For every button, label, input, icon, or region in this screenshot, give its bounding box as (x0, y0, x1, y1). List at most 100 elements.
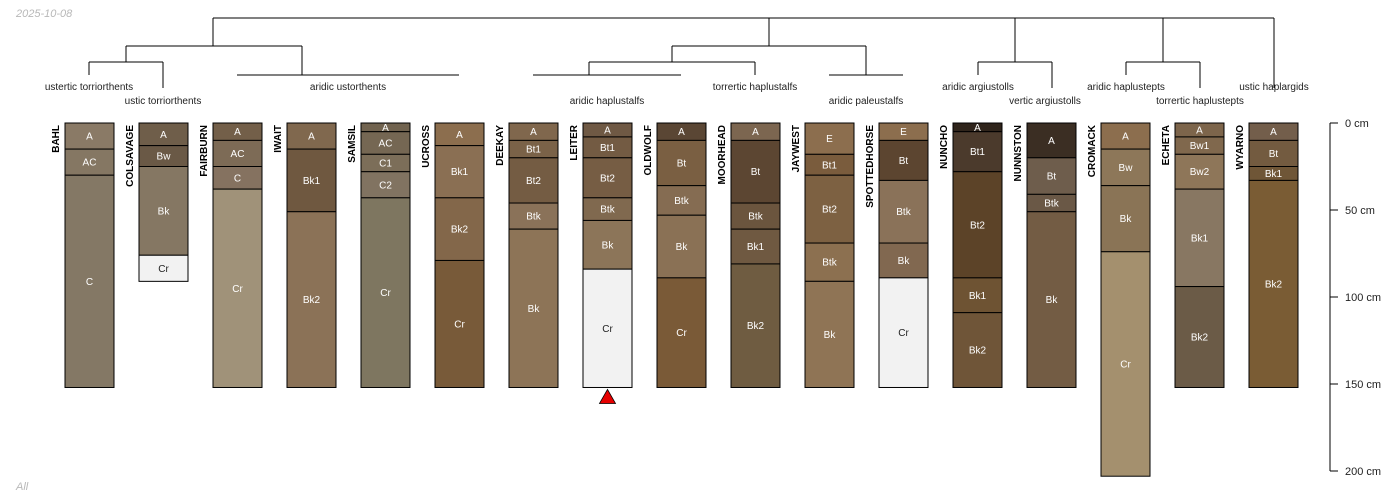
horizon-label-spottedhorse-e: E (900, 127, 907, 138)
horizon-label-leiter-bt2: Bt2 (600, 173, 615, 184)
horizon-deekay-btk (508, 202, 559, 230)
horizon-samsil-cr (360, 197, 411, 388)
horizon-label-echeta-a: A (1196, 125, 1203, 136)
horizon-label-ucross-bk1: Bk1 (451, 167, 469, 178)
taxon-label-aridic-ustorthents: aridic ustorthents (310, 82, 386, 93)
horizon-label-leiter-btk: Btk (600, 205, 615, 216)
profile-name-leiter: LEITER (569, 124, 580, 160)
profile-name-cromack: CROMACK (1087, 124, 1098, 177)
profile-ucross: A Bk1 Bk2 Cr UCROSS (421, 122, 485, 388)
horizon-label-iwait-a: A (308, 132, 315, 143)
horizon-fairburn-ac (212, 139, 263, 167)
horizon-label-jaywest-bt2: Bt2 (822, 205, 837, 216)
marker-layer (598, 388, 617, 404)
horizon-label-colsavage-bw: Bw (157, 152, 172, 163)
horizon-label-jaywest-btk: Btk (822, 258, 837, 269)
horizon-label-nuncho-bt1: Bt1 (970, 147, 985, 158)
horizon-nunnston-bt (1026, 157, 1077, 195)
horizon-label-nuncho-bt2: Bt2 (970, 220, 985, 231)
horizon-label-nunnston-bk: Bk (1046, 295, 1059, 306)
horizon-oldwolf-cr (656, 277, 707, 388)
profile-colsavage: A Bw Bk Cr COLSAVAGE (125, 122, 189, 282)
horizon-deekay-bt2 (508, 157, 559, 204)
profile-bahl: A AC C BAHL (51, 122, 115, 388)
taxon-label-aridic-argiustolls: aridic argiustolls (942, 82, 1014, 93)
horizon-label-bahl-a: A (86, 132, 93, 143)
horizon-nunnston-a (1026, 122, 1077, 159)
profile-name-nuncho: NUNCHO (939, 125, 950, 169)
horizon-label-moorhead-bt: Bt (751, 167, 761, 178)
horizon-label-deekay-bk: Bk (528, 304, 541, 315)
horizon-spottedhorse-cr (878, 277, 929, 388)
horizon-jaywest-bt2 (804, 174, 855, 244)
horizon-spottedhorse-bt (878, 139, 929, 181)
horizon-jaywest-bk (804, 280, 855, 388)
profile-name-wyarno: WYARNO (1235, 125, 1246, 170)
horizon-label-leiter-a: A (604, 125, 611, 136)
profile-name-echeta: ECHETA (1161, 125, 1172, 165)
horizon-label-cromack-bw: Bw (1119, 163, 1134, 174)
horizon-label-iwait-bk2: Bk2 (303, 295, 321, 306)
horizon-label-echeta-bw2: Bw2 (1190, 167, 1210, 178)
profile-cromack: A Bw Bk Cr CROMACK (1087, 122, 1151, 477)
footer-label: All (16, 481, 29, 493)
horizon-cromack-bw (1100, 148, 1151, 187)
horizon-label-nuncho-bk1: Bk1 (969, 291, 987, 302)
horizon-label-moorhead-a: A (752, 127, 759, 138)
horizon-label-deekay-bt1: Bt1 (526, 145, 541, 156)
horizon-label-samsil-c2: C2 (379, 180, 392, 191)
horizon-label-nuncho-a: A (974, 123, 981, 134)
dendrogram-branch-haplustepts (1125, 18, 1201, 88)
profile-oldwolf: A Bt Btk Bk Cr OLDWOLF (643, 122, 707, 388)
profile-name-bahl: BAHL (51, 125, 62, 153)
horizon-wyarno-bk2 (1248, 179, 1299, 388)
horizon-label-moorhead-btk: Btk (748, 212, 763, 223)
horizon-label-cromack-a: A (1122, 132, 1129, 143)
profile-spottedhorse: E Bt Btk Bk Cr SPOTTEDHORSE (865, 122, 929, 388)
horizon-cromack-a (1100, 122, 1151, 150)
depth-tick-label-100: 100 cm (1345, 292, 1381, 304)
horizon-jaywest-btk (804, 242, 855, 282)
horizon-label-samsil-ac: AC (379, 139, 393, 150)
profile-moorhead: A Bt Btk Bk1 Bk2 MOORHEAD (717, 122, 781, 388)
profile-name-jaywest: JAYWEST (791, 125, 802, 172)
horizon-samsil-c2 (360, 171, 411, 199)
horizon-label-wyarno-bk1: Bk1 (1265, 169, 1283, 180)
horizon-label-ucross-a: A (456, 130, 463, 141)
horizon-label-bahl-c: C (86, 277, 93, 288)
horizon-label-nunnston-a: A (1048, 136, 1055, 147)
horizon-deekay-bk (508, 228, 559, 388)
date-label: 2025-10-08 (16, 8, 73, 20)
horizon-label-fairburn-c: C (234, 173, 241, 184)
dendrogram-branch-middle (671, 45, 867, 75)
horizon-bahl-c (64, 174, 115, 388)
dendrogram-branch-argiustolls (977, 61, 1053, 88)
taxon-label-aridic-haplustalfs: aridic haplustalfs (570, 96, 644, 107)
taxon-label-vertic-argiustolls: vertic argiustolls (1009, 96, 1081, 107)
horizon-label-wyarno-bk2: Bk2 (1265, 279, 1283, 290)
horizon-leiter-bt2 (582, 157, 633, 199)
profile-nuncho: A Bt1 Bt2 Bk1 Bk2 NUNCHO (939, 122, 1003, 388)
horizon-label-nunnston-bt: Bt (1047, 172, 1057, 183)
profile-name-oldwolf: OLDWOLF (643, 125, 654, 176)
horizon-label-spottedhorse-cr: Cr (898, 328, 909, 339)
profile-echeta: A Bw1 Bw2 Bk1 Bk2 ECHETA (1161, 122, 1225, 388)
horizon-label-samsil-a: A (382, 123, 389, 134)
horizon-label-echeta-bk2: Bk2 (1191, 333, 1209, 344)
horizon-spottedhorse-bk (878, 242, 929, 279)
horizon-label-deekay-a: A (530, 127, 537, 138)
horizon-nunnston-bk (1026, 211, 1077, 388)
horizon-fairburn-cr (212, 188, 263, 388)
horizon-echeta-bw2 (1174, 153, 1225, 190)
horizon-label-samsil-cr: Cr (380, 288, 391, 299)
taxa-labels: ustertic torriorthents ustic torriorthent… (45, 82, 1309, 107)
horizon-label-iwait-bk1: Bk1 (303, 176, 321, 187)
profile-fairburn: A AC C Cr FAIRBURN (199, 122, 263, 388)
depth-tick-label-150: 150 cm (1345, 379, 1381, 391)
horizon-label-deekay-bt2: Bt2 (526, 176, 541, 187)
horizon-label-cromack-bk: Bk (1120, 214, 1133, 225)
profile-name-colsavage: COLSAVAGE (125, 125, 136, 187)
profile-jaywest: E Bt1 Bt2 Btk Bk JAYWEST (791, 122, 855, 388)
profile-name-moorhead: MOORHEAD (717, 125, 728, 184)
